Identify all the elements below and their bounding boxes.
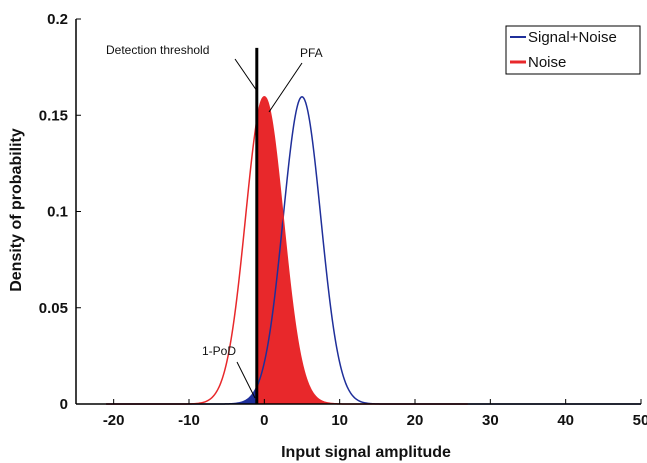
pod-label: 1-PoD xyxy=(202,344,236,358)
annotations: Detection threshold PFA 1-PoD xyxy=(106,43,323,399)
x-tick-label: 20 xyxy=(407,412,424,429)
y-tick-label: 0.05 xyxy=(39,300,68,317)
y-tick-label: 0.15 xyxy=(39,107,68,124)
pfa-pointer xyxy=(268,62,303,113)
y-axis-title: Density of probability xyxy=(8,128,25,292)
threshold-pointer xyxy=(234,58,258,92)
x-tick-label: 0 xyxy=(260,412,268,429)
threshold-label: Detection threshold xyxy=(106,43,209,57)
pfa-area xyxy=(256,96,468,404)
ticks: -20 -10 0 10 20 30 40 50 0 0.05 0.1 0.15 0.2 xyxy=(39,11,647,429)
legend-label-signal-noise: Signal+Noise xyxy=(528,29,617,46)
legend-box xyxy=(505,25,641,75)
pod-pointer xyxy=(236,361,256,399)
x-tick-label: 10 xyxy=(331,412,348,429)
legend-item-signal-noise: Signal+Noise xyxy=(510,29,617,46)
x-axis-title: Input signal amplitude xyxy=(281,444,451,461)
pfa-label: PFA xyxy=(300,46,323,60)
y-tick-label: 0.1 xyxy=(47,204,68,221)
x-tick-label: -10 xyxy=(178,412,200,429)
legend-item-noise: Noise xyxy=(510,54,566,71)
x-tick-label: 30 xyxy=(482,412,499,429)
x-tick-label: -20 xyxy=(103,412,125,429)
y-tick-label: 0.2 xyxy=(47,11,68,28)
x-tick-label: 40 xyxy=(557,412,574,429)
legend-label-noise: Noise xyxy=(528,54,566,71)
x-tick-label: 50 xyxy=(633,412,647,429)
legend: Signal+Noise Noise xyxy=(505,25,641,75)
y-tick-label: 0 xyxy=(60,396,68,413)
